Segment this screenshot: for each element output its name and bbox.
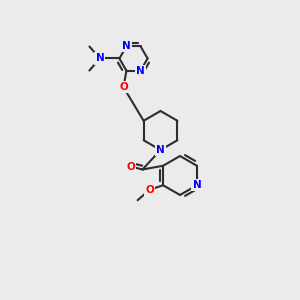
Text: N: N [136, 66, 145, 76]
Text: N: N [193, 180, 201, 190]
Text: O: O [145, 185, 154, 195]
Text: N: N [95, 53, 104, 64]
Text: N: N [156, 145, 165, 155]
Text: O: O [119, 82, 128, 92]
Text: N: N [122, 41, 131, 51]
Text: O: O [126, 161, 135, 172]
